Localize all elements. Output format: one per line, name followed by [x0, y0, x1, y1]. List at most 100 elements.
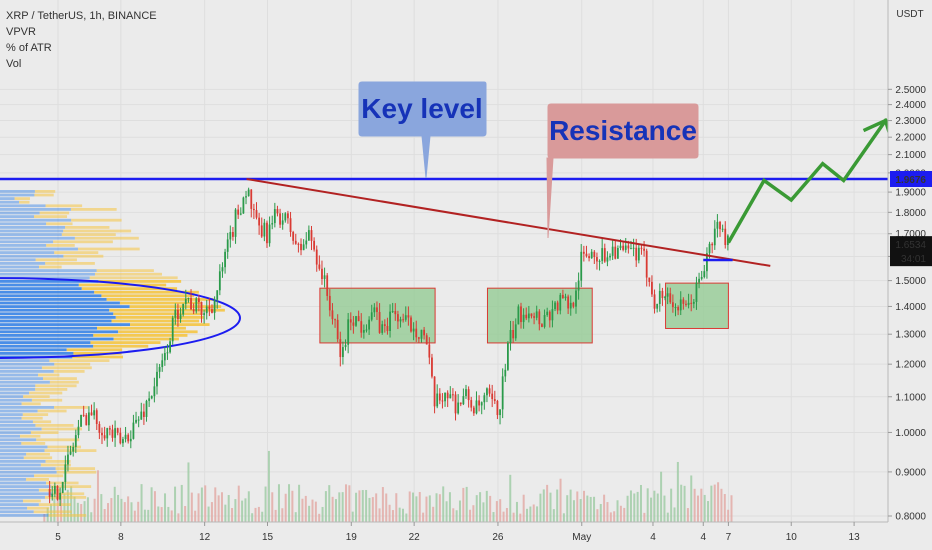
candle-body — [614, 246, 617, 259]
candle-body — [431, 357, 433, 377]
volume-bar — [388, 504, 391, 522]
vpvr-bar-sell — [56, 470, 97, 474]
candle-body — [161, 360, 164, 368]
candle-body — [603, 248, 606, 262]
candle-body — [459, 402, 462, 405]
candle-body — [72, 446, 75, 452]
vpvr-bar-sell — [21, 442, 46, 445]
indicator-atr[interactable]: % of ATR — [6, 42, 52, 54]
candle-body — [533, 316, 535, 318]
volume-bar — [633, 493, 636, 522]
volume-bar — [351, 511, 354, 522]
volume-bar — [469, 509, 472, 522]
volume-bar — [247, 491, 250, 522]
candle-body — [520, 306, 522, 323]
vpvr-bar-buy — [0, 496, 45, 499]
volume-bar — [707, 501, 710, 522]
candle-body — [237, 209, 240, 215]
candle-body — [483, 395, 486, 403]
resistance-trendline — [246, 178, 771, 267]
candle-body — [661, 290, 664, 299]
candle-body — [208, 306, 211, 310]
volume-bar — [539, 493, 542, 522]
price-tick-label: 1.9000 — [895, 188, 926, 199]
candle-body — [242, 197, 245, 214]
volume-bar — [194, 510, 197, 522]
indicator-vpvr[interactable]: VPVR — [6, 26, 36, 38]
volume-bar — [509, 474, 512, 522]
candle-body — [721, 228, 724, 230]
price-tick-label: 1.1000 — [895, 392, 926, 403]
volume-bar — [529, 506, 532, 522]
vpvr-bar-sell — [106, 298, 214, 301]
volume-bar — [616, 500, 619, 522]
candle-body — [538, 311, 541, 325]
symbol-line[interactable]: XRP / TetherUS, 1h, BINANCE — [6, 10, 157, 22]
candle-body — [111, 429, 114, 438]
volume-bar — [210, 502, 213, 522]
volume-bar — [365, 489, 368, 522]
candle-body — [590, 251, 593, 259]
volume-bar — [167, 506, 170, 522]
vpvr-bar-sell — [35, 424, 74, 427]
candle-body — [51, 493, 54, 497]
vpvr-bar-buy — [0, 373, 39, 377]
candle-body — [692, 301, 695, 304]
vpvr-bar-sell — [89, 276, 178, 280]
volume-bar — [83, 501, 86, 522]
candle-body — [145, 400, 148, 417]
candle-body — [313, 240, 316, 250]
volume-bar — [495, 501, 498, 522]
candle-body — [271, 223, 274, 225]
vpvr-bar-sell — [34, 190, 56, 193]
vpvr-bar-buy — [0, 362, 55, 366]
candle-body — [658, 290, 661, 304]
vpvr-bar-buy — [0, 316, 116, 319]
vpvr-bar-buy — [0, 463, 41, 467]
candle-body — [420, 329, 423, 339]
vpvr-bar-buy — [0, 334, 94, 337]
volume-bar — [358, 490, 361, 522]
currency-label: USDT — [896, 9, 923, 20]
vpvr-bar-buy — [0, 460, 46, 463]
candle-body — [119, 432, 122, 444]
vpvr-bar-sell — [41, 366, 92, 370]
candle-body — [323, 275, 326, 280]
volume-bar — [214, 487, 217, 522]
candle-body — [266, 222, 268, 244]
vpvr-bar-buy — [0, 427, 42, 431]
vpvr-bar-buy — [0, 290, 95, 294]
vpvr-bar-buy — [0, 319, 112, 323]
indicator-vol[interactable]: Vol — [6, 58, 22, 70]
candle-body — [412, 328, 415, 332]
vpvr-bar-sell — [36, 438, 80, 442]
candle-body — [527, 313, 530, 319]
candle-body — [624, 245, 627, 250]
vpvr-bar-buy — [0, 233, 62, 236]
candle-body — [415, 328, 418, 338]
vpvr-bar-sell — [51, 492, 85, 496]
candle-body — [184, 298, 187, 304]
volume-bar — [572, 500, 575, 522]
volume-bar — [412, 492, 415, 522]
candle-body — [436, 393, 439, 407]
vpvr-bar-sell — [21, 402, 41, 406]
vpvr-bar-sell — [25, 478, 49, 481]
candle-body — [90, 412, 93, 416]
candle-body — [457, 402, 460, 414]
volume-bar — [626, 495, 629, 522]
vpvr-bar-sell — [61, 233, 116, 236]
candle-body — [546, 311, 549, 316]
vpvr-bar-buy — [0, 280, 99, 283]
candle-body — [656, 303, 659, 309]
candle-body — [182, 303, 185, 315]
volume-bar — [405, 513, 408, 522]
price-tick-label: 2.5000 — [895, 85, 926, 96]
vpvr-bar-buy — [0, 283, 79, 287]
vpvr-bar-sell — [74, 236, 139, 240]
volume-bar — [442, 486, 445, 522]
candle-body — [281, 220, 284, 225]
volume-bar — [636, 491, 639, 522]
volume-bar — [398, 507, 401, 522]
